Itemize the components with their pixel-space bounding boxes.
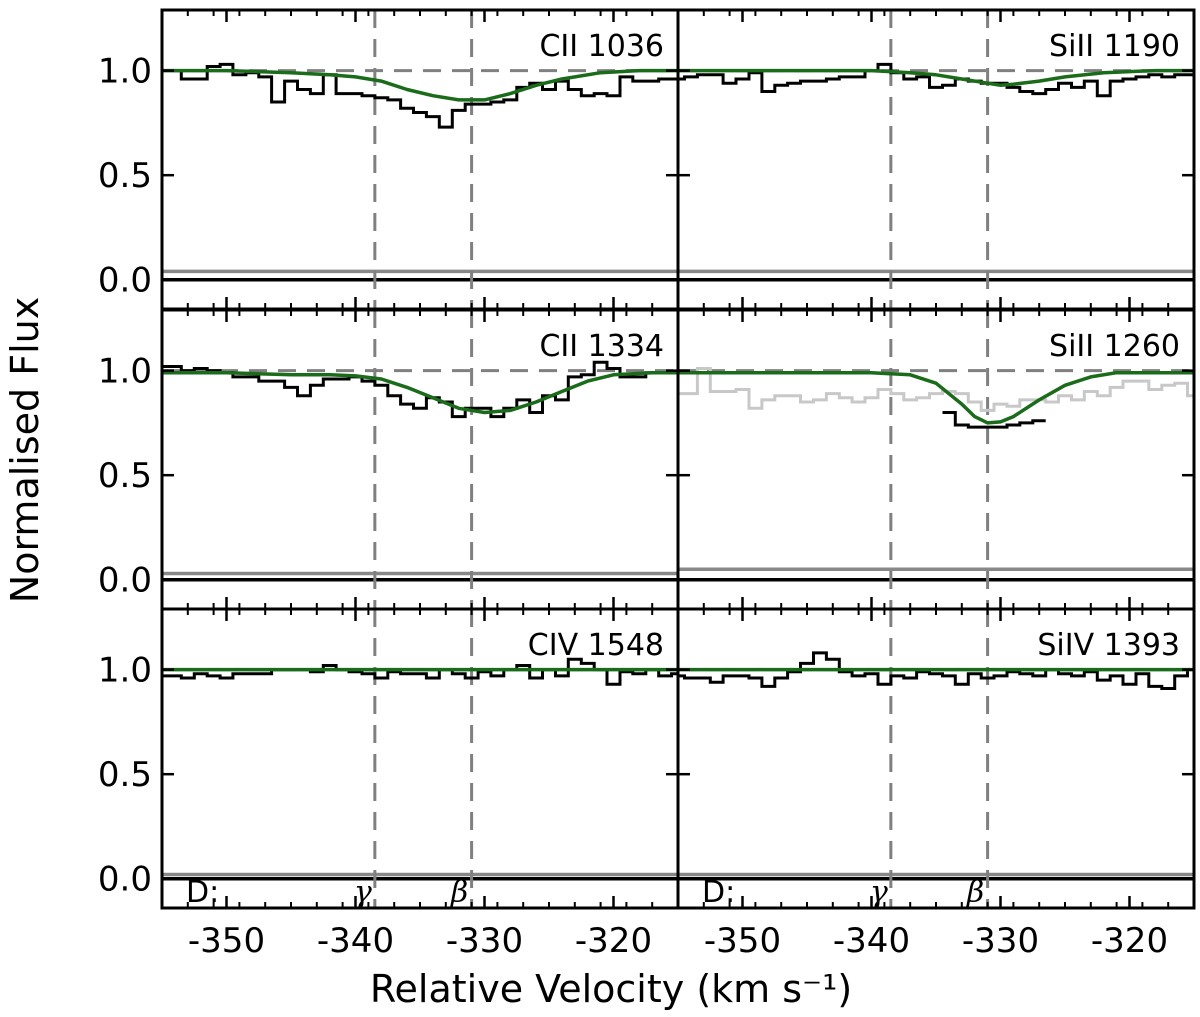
component-label: β <box>966 875 984 910</box>
model-fit-line <box>678 68 1194 88</box>
component-label: γ <box>354 875 372 910</box>
y-tick-label: 0.5 <box>98 156 152 196</box>
panel-content <box>162 310 678 609</box>
component-label: β <box>450 875 468 910</box>
data-histogram <box>162 360 678 419</box>
x-tick-label: -320 <box>575 921 652 961</box>
blended-data-histogram <box>678 367 1194 412</box>
panel-content <box>678 10 1194 309</box>
panel-grid: CII 1036 SiII 1190 CII 1334 SiII 1260 CIV 15… <box>160 8 1196 910</box>
component-row-label: D: <box>186 875 219 910</box>
spectrum-panel: SiIV 1393 D: γ β <box>676 607 1196 910</box>
component-label: γ <box>870 875 888 910</box>
panel-ion-label: SiII 1190 <box>1049 29 1180 64</box>
y-tick-label: 1.0 <box>98 651 152 691</box>
spectrum-panel: SiII 1190 <box>676 8 1196 311</box>
model-fit-line <box>162 370 678 415</box>
spectrum-panel: CIV 1548 D: γ β <box>160 607 680 910</box>
panel-ion-label: CII 1334 <box>539 329 664 364</box>
component-row-label: D: <box>702 875 735 910</box>
x-tick-label: -320 <box>1091 921 1168 961</box>
x-tick-label: -350 <box>188 921 265 961</box>
y-tick-label: 1.0 <box>98 52 152 92</box>
spectrum-panel: CII 1334 <box>160 308 680 611</box>
data-histogram <box>678 62 1194 98</box>
x-tick-label: -330 <box>962 921 1039 961</box>
panel-ion-label: CIV 1548 <box>528 628 664 663</box>
panel-ion-label: SiII 1260 <box>1049 329 1180 364</box>
y-axis-title: Normalised Flux <box>3 297 47 603</box>
y-tick-label: 0.0 <box>98 261 152 301</box>
spectrum-panel: CII 1036 <box>160 8 680 311</box>
model-fit-line <box>678 370 1194 425</box>
y-tick-label: 0.0 <box>98 860 152 900</box>
y-tick-label: 0.5 <box>98 755 152 795</box>
panel-ion-label: CII 1036 <box>539 29 664 64</box>
data-histogram <box>678 651 1194 690</box>
y-tick-label: 0.0 <box>98 561 152 601</box>
panel-content <box>678 310 1194 609</box>
panel-content <box>162 10 678 309</box>
tick-labels: 0.0 0.5 1.0 0.0 0.5 1.0 0.0 0.5 1.0 -350 -340 -330 -… <box>98 52 1168 961</box>
x-axis-title: Relative Velocity (km s⁻¹) <box>370 967 852 1011</box>
x-tick-label: -330 <box>446 921 523 961</box>
data-histogram <box>942 411 1046 429</box>
y-tick-label: 0.5 <box>98 456 152 496</box>
panel-content <box>678 609 1194 908</box>
spectrum-panel: SiII 1260 <box>676 308 1196 611</box>
x-tick-label: -350 <box>704 921 781 961</box>
x-tick-label: -340 <box>833 921 910 961</box>
panel-content <box>162 609 678 908</box>
model-fit-line <box>162 68 678 102</box>
panel-ion-label: SiIV 1393 <box>1037 628 1180 663</box>
y-tick-label: 1.0 <box>98 352 152 392</box>
x-tick-label: -340 <box>317 921 394 961</box>
